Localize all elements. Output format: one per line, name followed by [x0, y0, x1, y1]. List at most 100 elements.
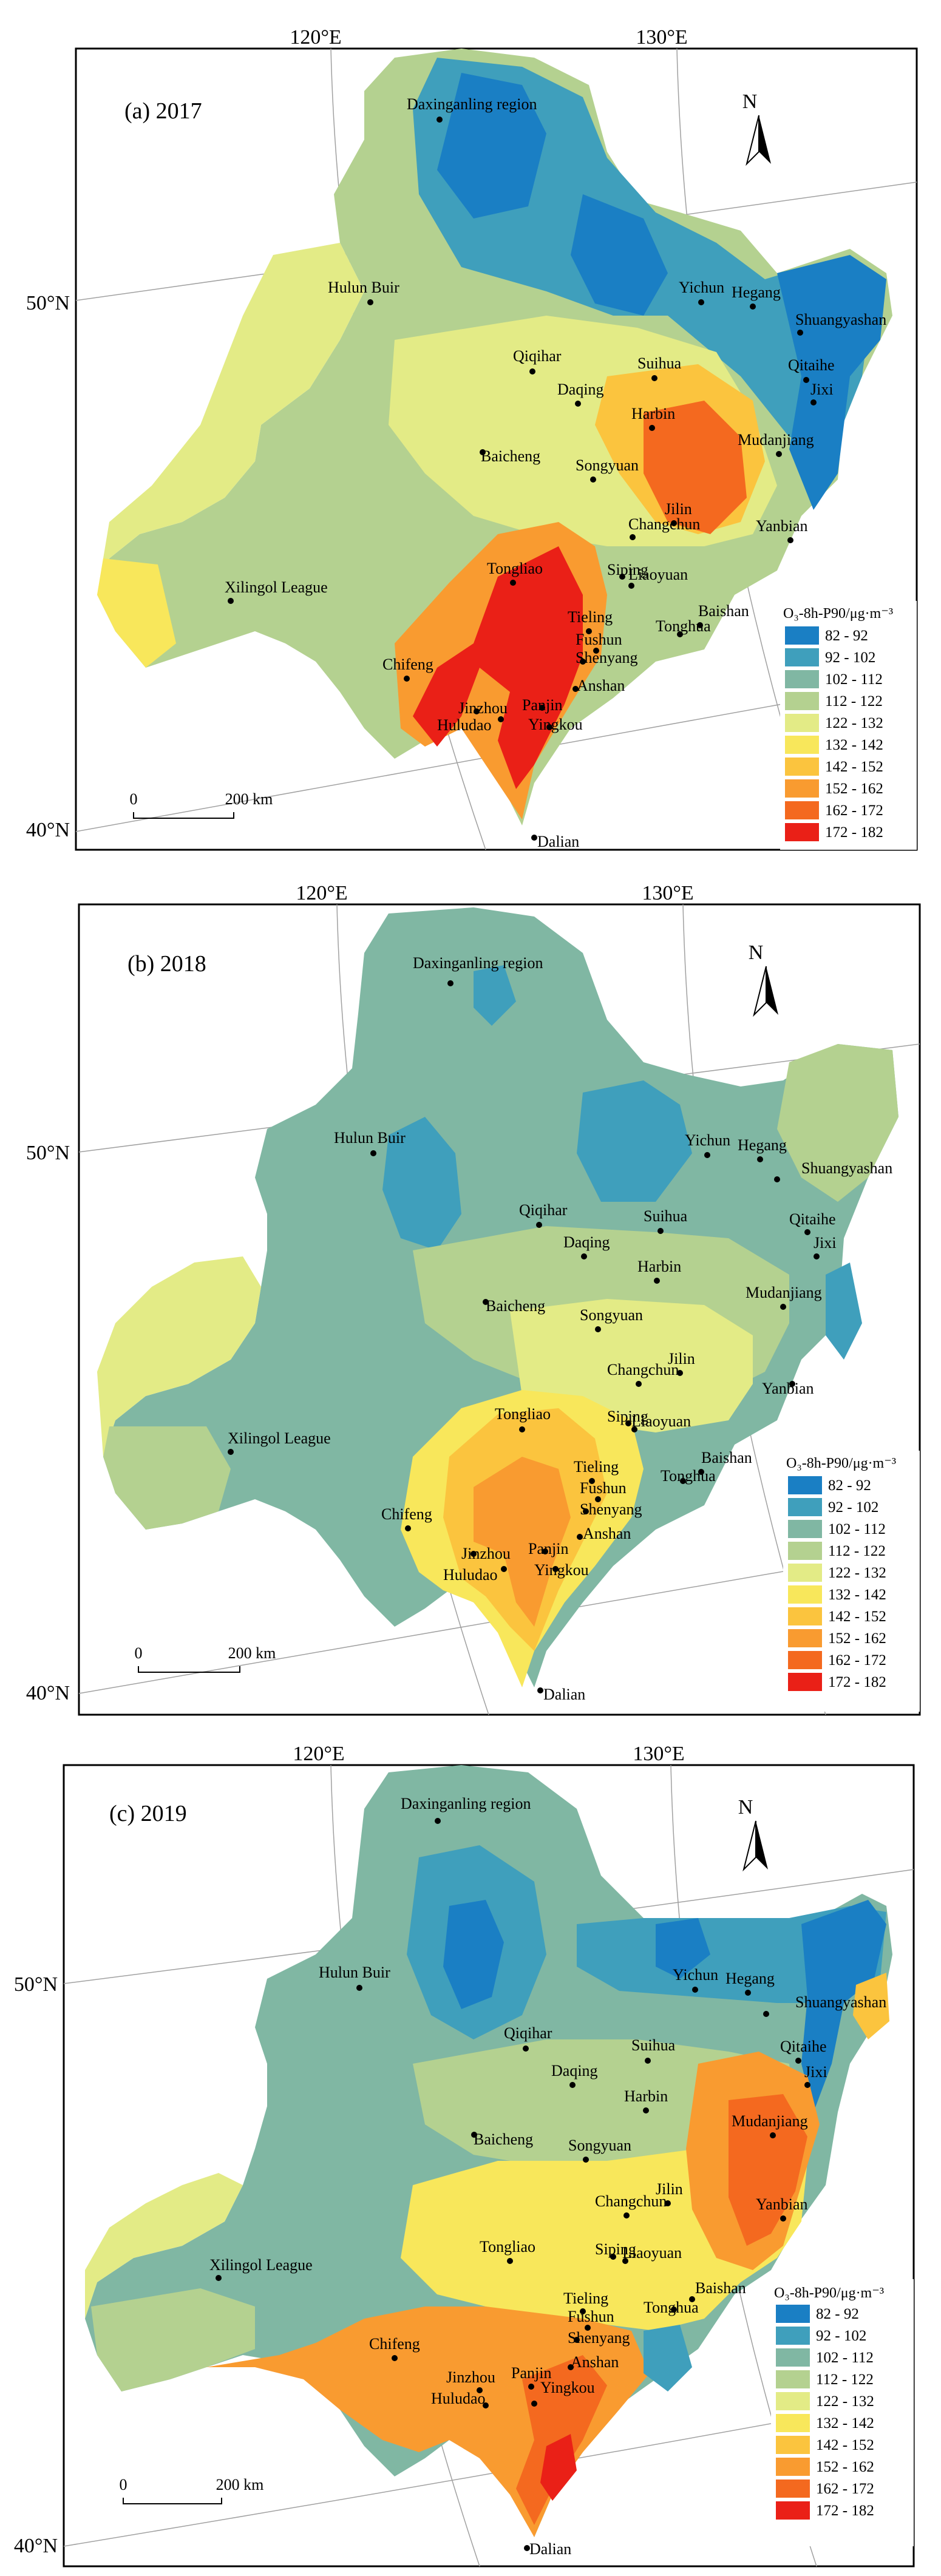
- city-label: Tongliao: [495, 1405, 551, 1423]
- region-center-red: [644, 401, 747, 534]
- legend-title: O₃-8h-P90/μg·m⁻³: [783, 606, 893, 622]
- city-label: Hulun Buir: [334, 1129, 406, 1147]
- city-labels: Daxinganling region Hulun Buir Yichun He…: [228, 954, 892, 1703]
- legend-title: O₃-8h-P90/μg·m⁻³: [774, 2285, 884, 2301]
- city-label: Tonghua: [644, 2299, 699, 2316]
- city-label: Siping: [595, 2240, 636, 2258]
- city-label: Yingkou: [534, 1561, 589, 1579]
- city-label: Liaoyuan: [622, 2244, 682, 2262]
- region-west-green: [103, 1426, 231, 1530]
- legend-swatch: [785, 648, 819, 666]
- city-label: Tieling: [574, 1458, 619, 1476]
- city-label: Chifeng: [369, 2335, 420, 2353]
- city-label: Dalian: [543, 1686, 585, 1703]
- legend-label: 172 - 182: [816, 2503, 874, 2519]
- legend-swatch: [785, 714, 819, 732]
- legend-swatch: [785, 779, 819, 798]
- lon-label-130: 130°E: [642, 882, 693, 904]
- city-label: Panjin: [511, 2364, 551, 2382]
- legend-swatch: [776, 2414, 810, 2432]
- region-east-core: [777, 255, 886, 510]
- region-west-yellow: [97, 243, 364, 595]
- city-label: Dalian: [529, 2540, 571, 2558]
- legend-label: 132 - 142: [828, 1587, 886, 1603]
- city-label: Tieling: [563, 2290, 608, 2307]
- legend-label: 122 - 132: [825, 715, 883, 731]
- legend-label: 132 - 142: [825, 737, 883, 753]
- city-label: Harbin: [631, 405, 675, 422]
- north-label: N: [749, 941, 764, 964]
- city-label: Changchun: [628, 515, 700, 533]
- scale-end: 200 km: [228, 1644, 276, 1662]
- legend-label: 82 - 92: [816, 2306, 859, 2322]
- legend-label: 112 - 122: [816, 2371, 874, 2388]
- city-label: Tonghua: [661, 1467, 716, 1485]
- city-label: Harbin: [624, 2087, 668, 2105]
- region-south-red: [413, 546, 583, 789]
- city-label: Changchun: [595, 2192, 667, 2210]
- panel-title: (b) 2018: [127, 951, 206, 977]
- city-label: Xilingol League: [209, 2256, 313, 2274]
- region-ne-core: [656, 1918, 710, 1979]
- city-label: Tieling: [568, 608, 613, 626]
- legend-swatch: [785, 736, 819, 754]
- north-label: N: [738, 1796, 753, 1818]
- north-arrow-icon: [766, 966, 778, 1015]
- region-north-core: [437, 73, 546, 219]
- city-label: Qitaihe: [788, 356, 835, 374]
- lat-label-50: 50°N: [14, 1973, 58, 1996]
- legend-label: 142 - 152: [825, 759, 883, 775]
- city-label: Shuangyashan: [801, 1159, 892, 1177]
- map-svg-2018: 120°E 130°E 50°N 40°N Daxinga: [26, 882, 921, 1716]
- legend-swatch: [788, 1520, 822, 1538]
- city-label: Shenyang: [580, 1500, 642, 1518]
- city-label: Baicheng: [486, 1297, 545, 1315]
- scale-bar: 0 200 km: [130, 790, 273, 819]
- city-label: Mudanjiang: [732, 2112, 808, 2130]
- city-label: Yanbian: [756, 517, 807, 535]
- legend-label: 102 - 112: [825, 671, 883, 688]
- city-label: Liaoyuan: [631, 1412, 691, 1430]
- legend-label: 112 - 122: [825, 693, 883, 710]
- city-label: Shuangyashan: [795, 311, 886, 328]
- legend-swatch: [788, 1476, 822, 1494]
- city-label: Daqing: [551, 2062, 598, 2079]
- city-label: Qitaihe: [789, 1210, 836, 1228]
- city-label: Fushun: [568, 2308, 614, 2325]
- north-arrow-icon: [756, 1821, 768, 1869]
- city-label: Fushun: [576, 631, 622, 648]
- city-label: Hegang: [738, 1136, 787, 1154]
- legend-swatch: [788, 1564, 822, 1582]
- north-arrow: N: [738, 1796, 768, 1872]
- city-label: Jilin: [668, 1350, 695, 1368]
- scale-end: 200 km: [225, 790, 273, 808]
- legend-label: 122 - 132: [828, 1565, 886, 1581]
- city-label: Jixi: [814, 1234, 837, 1252]
- city-label: Shuangyashan: [795, 1993, 886, 2011]
- city-label: Chifeng: [381, 1505, 432, 1523]
- legend-swatch: [776, 2370, 810, 2388]
- legend: O₃-8h-P90/μg·m⁻³ 82 - 92 92 - 102 102 - 11…: [780, 601, 917, 850]
- city-label: Baicheng: [481, 447, 540, 465]
- legend-label: 82 - 92: [825, 628, 868, 644]
- lat-label-50: 50°N: [26, 1142, 70, 1164]
- scale-bar: 0 200 km: [135, 1644, 276, 1673]
- city-label: Qiqihar: [513, 347, 562, 365]
- lon-label-130: 130°E: [633, 1743, 684, 1765]
- city-label: Jixi: [810, 381, 834, 398]
- legend-label: 82 - 92: [828, 1477, 871, 1494]
- legend-label: 112 - 122: [828, 1543, 886, 1559]
- city-label: Siping: [607, 561, 648, 578]
- city-label: Yichun: [685, 1131, 730, 1149]
- legend-swatch: [785, 626, 819, 645]
- legend-label: 162 - 172: [825, 802, 883, 819]
- city-label: Yanbian: [756, 2195, 807, 2213]
- region-west-yellow: [97, 1256, 261, 1457]
- lon-label-120: 120°E: [296, 882, 347, 904]
- city-label: Harbin: [637, 1258, 681, 1275]
- region-ne-green: [777, 1044, 899, 1202]
- city-label: Tongliao: [480, 2238, 535, 2256]
- legend-label: 142 - 152: [816, 2437, 874, 2453]
- city-label: Daxinganling region: [407, 95, 537, 113]
- city-label: Jinzhou: [461, 1545, 511, 1562]
